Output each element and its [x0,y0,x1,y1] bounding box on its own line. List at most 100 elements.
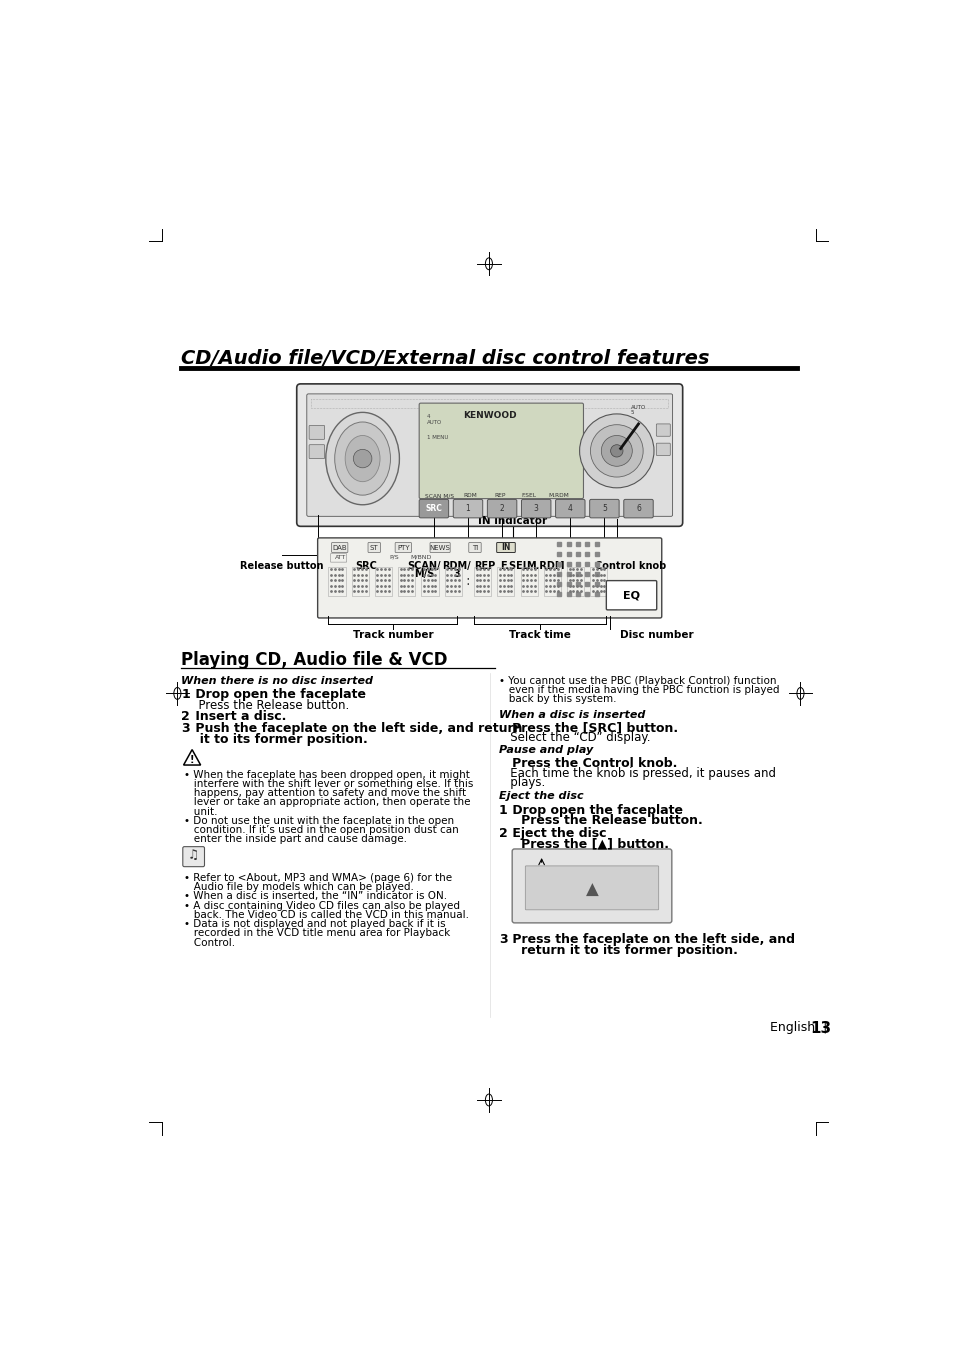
Text: Drop open the faceplate: Drop open the faceplate [191,688,365,701]
Text: 2: 2 [498,827,507,839]
Text: ST: ST [370,544,378,550]
FancyBboxPatch shape [499,543,512,553]
Text: Press the Release button.: Press the Release button. [508,815,702,827]
Text: ▲: ▲ [585,881,598,898]
Text: back by this system.: back by this system. [498,694,616,704]
Text: AUTO
5: AUTO 5 [630,405,645,416]
Text: Playing CD, Audio file & VCD: Playing CD, Audio file & VCD [181,651,447,669]
Text: Press the [▲] button.: Press the [▲] button. [508,838,669,850]
Text: RDM: RDM [463,493,476,499]
Text: it to its former position.: it to its former position. [191,732,367,746]
Text: Drop open the faceplate: Drop open the faceplate [508,804,682,816]
FancyBboxPatch shape [453,500,482,517]
Text: IN: IN [500,543,510,553]
Text: When there is no disc inserted: When there is no disc inserted [181,676,373,686]
Text: PTY: PTY [396,544,409,550]
FancyBboxPatch shape [317,538,661,617]
Text: 3: 3 [181,721,190,735]
Text: Pause and play: Pause and play [498,744,593,755]
FancyBboxPatch shape [497,543,515,553]
FancyBboxPatch shape [525,866,658,909]
Text: even if the media having the PBC function is played: even if the media having the PBC functio… [498,685,779,694]
Text: Each time the knob is pressed, it pauses and: Each time the knob is pressed, it pauses… [498,766,775,780]
Text: unit.: unit. [184,807,217,816]
Text: KENWOOD: KENWOOD [462,411,516,420]
Text: Control knob: Control knob [595,561,666,571]
FancyBboxPatch shape [395,543,411,553]
FancyBboxPatch shape [512,848,671,923]
Text: Press the [SRC] button.: Press the [SRC] button. [498,721,678,734]
Text: 4
AUTO: 4 AUTO [427,413,441,424]
Text: lever or take an appropriate action, then operate the: lever or take an appropriate action, the… [184,797,471,808]
Text: Track time: Track time [509,631,571,640]
FancyBboxPatch shape [656,443,670,455]
Text: NEWS: NEWS [429,544,450,550]
Text: When a disc is inserted: When a disc is inserted [498,709,644,720]
FancyBboxPatch shape [332,543,348,553]
Text: 6: 6 [636,504,640,513]
Text: TI: TI [472,544,477,550]
FancyBboxPatch shape [418,403,583,499]
Text: !: ! [190,755,194,765]
Text: SRC: SRC [355,561,376,571]
Text: Track number: Track number [353,631,433,640]
Text: ATT: ATT [335,555,346,559]
Text: Eject the disc: Eject the disc [508,827,606,839]
Text: CD/Audio file/VCD/External disc control features: CD/Audio file/VCD/External disc control … [181,349,709,369]
Circle shape [600,435,632,466]
Text: 1: 1 [498,804,507,816]
Text: back. The Video CD is called the VCD in this manual.: back. The Video CD is called the VCD in … [184,909,469,920]
Text: IN indicator: IN indicator [477,516,547,526]
Text: 3: 3 [533,504,538,513]
Text: SRC: SRC [425,504,442,513]
Text: 2: 2 [181,709,190,723]
Text: M.RDM: M.RDM [548,493,569,499]
Text: REP: REP [494,493,505,499]
Text: Eject the disc: Eject the disc [498,792,583,801]
Text: ♫: ♫ [188,850,199,862]
Ellipse shape [325,412,399,505]
Text: interfere with the shift lever or something else. If this: interfere with the shift lever or someth… [184,780,474,789]
Ellipse shape [335,422,390,496]
Text: plays.: plays. [498,775,545,789]
FancyBboxPatch shape [623,500,653,517]
Text: 2: 2 [499,504,504,513]
Text: Select the “CD” display.: Select the “CD” display. [498,731,650,744]
FancyBboxPatch shape [307,394,672,516]
Text: Press the Control knob.: Press the Control knob. [498,757,677,770]
Ellipse shape [345,435,379,482]
Text: F.SEL: F.SEL [499,561,529,571]
Text: Push the faceplate on the left side, and return: Push the faceplate on the left side, and… [191,721,521,735]
Text: :: : [465,574,470,588]
Text: F.SEL: F.SEL [521,493,536,499]
FancyBboxPatch shape [296,384,682,527]
Text: • Refer to <About, MP3 and WMA> (page 6) for the: • Refer to <About, MP3 and WMA> (page 6)… [184,873,452,882]
Circle shape [590,424,642,477]
Text: English  |: English | [769,1020,835,1034]
Text: 1: 1 [465,504,470,513]
Text: Press the faceplate on the left side, and: Press the faceplate on the left side, an… [508,934,795,946]
Circle shape [610,444,622,457]
Text: Release button: Release button [240,561,323,571]
FancyBboxPatch shape [418,500,448,517]
Text: REP: REP [474,561,496,571]
Text: 13: 13 [810,1020,831,1036]
Text: happens, pay attention to safety and move the shift: happens, pay attention to safety and mov… [184,788,466,798]
FancyBboxPatch shape [309,426,324,439]
Text: Disc number: Disc number [619,631,693,640]
Text: • When the faceplate has been dropped open, it might: • When the faceplate has been dropped op… [184,770,470,780]
Text: • You cannot use the PBC (Playback Control) function: • You cannot use the PBC (Playback Contr… [498,676,776,686]
FancyBboxPatch shape [487,500,517,517]
FancyBboxPatch shape [521,500,550,517]
Text: • A disc containing Video CD files can also be played: • A disc containing Video CD files can a… [184,901,460,911]
Text: Press the Release button.: Press the Release button. [191,698,349,712]
Text: 3: 3 [453,570,459,580]
Text: Insert a disc.: Insert a disc. [191,709,286,723]
Text: • Do not use the unit with the faceplate in the open: • Do not use the unit with the faceplate… [184,816,454,825]
Text: Control.: Control. [184,938,235,947]
Text: SCAN M/S: SCAN M/S [424,493,454,499]
Text: 4: 4 [567,504,572,513]
Text: M/S: M/S [414,570,434,580]
Text: SCAN/: SCAN/ [407,561,440,571]
Text: enter the inside part and cause damage.: enter the inside part and cause damage. [184,835,407,844]
